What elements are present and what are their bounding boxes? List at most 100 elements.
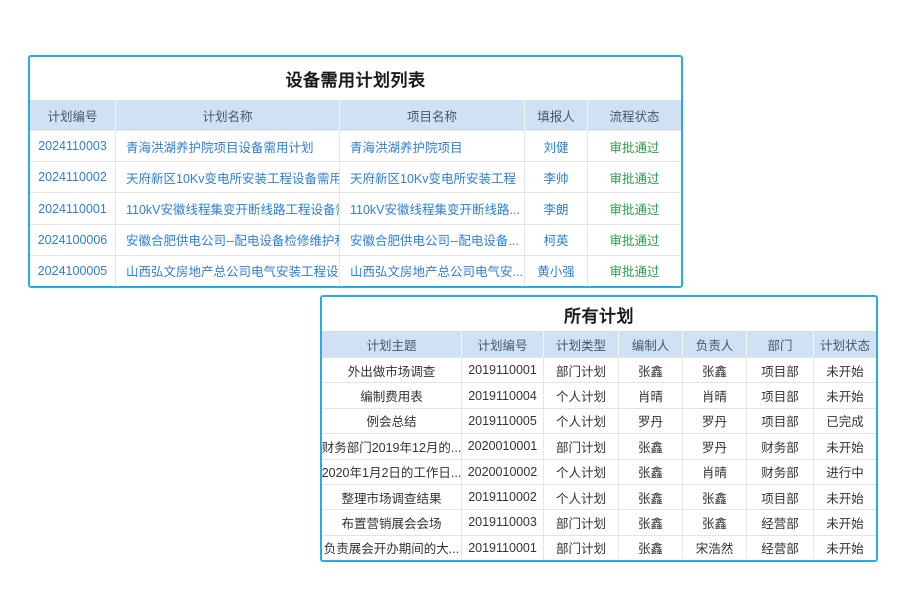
header-plan-id: 计划编号 — [30, 100, 116, 130]
plan-name-link[interactable]: 天府新区10Kv变电所安装工程设备需用... — [116, 162, 340, 193]
plan-type-cell: 部门计划 — [544, 358, 619, 383]
equipment-table-row[interactable]: 2024100005 山西弘文房地产总公司电气安装工程设备... 山西弘文房地产… — [30, 254, 681, 286]
equipment-table-row[interactable]: 2024110001 110kV安徽线程集变开断线路工程设备需... 110kV… — [30, 192, 681, 224]
plan-subject-cell[interactable]: 财务部门2019年12月的... — [322, 434, 462, 459]
equipment-table-row[interactable]: 2024110002 天府新区10Kv变电所安装工程设备需用... 天府新区10… — [30, 161, 681, 193]
all-plans-table-row[interactable]: 负责展会开办期间的大... 2019110001 部门计划 张鑫 宋浩然 经营部… — [322, 534, 876, 560]
plan-status-cell: 进行中 — [826, 466, 864, 481]
equipment-table-row[interactable]: 2024110003 青海洪湖养护院项目设备需用计划 青海洪湖养护院项目 刘健 … — [30, 130, 681, 162]
plan-id-cell: 2019110005 — [462, 408, 544, 434]
flow-status-badge: 审批通过 — [609, 265, 660, 280]
project-name-link[interactable]: 安徽合肥供电公司--配电设备... — [340, 224, 525, 255]
plan-id-cell: 2020010001 — [462, 434, 544, 459]
plan-status-cell: 未开始 — [826, 390, 864, 405]
project-name-link[interactable]: 110kV安徽线程集变开断线路... — [340, 193, 525, 224]
equipment-table-row[interactable]: 2024100006 安徽合肥供电公司--配电设备检修维护和... 安徽合肥供电… — [30, 223, 681, 255]
plan-name-link[interactable]: 青海洪湖养护院项目设备需用计划 — [116, 131, 340, 162]
all-plans-table-header: 计划主题 计划编号 计划类型 编制人 负责人 部门 计划状态 — [322, 331, 876, 357]
department-cell: 经营部 — [747, 510, 814, 535]
plan-id-cell: 2019110004 — [462, 383, 544, 408]
creator-cell: 张鑫 — [619, 459, 683, 484]
all-plans-table-row[interactable]: 编制费用表 2019110004 个人计划 肖晴 肖晴 项目部 未开始 — [322, 382, 876, 408]
creator-cell: 罗丹 — [619, 408, 683, 434]
plan-status-cell: 未开始 — [826, 440, 864, 455]
creator-cell: 张鑫 — [619, 510, 683, 535]
all-plans-table-row[interactable]: 2020年1月2日的工作日... 2020010002 个人计划 张鑫 肖晴 财… — [322, 458, 876, 484]
plan-subject-cell[interactable]: 负责展会开办期间的大... — [322, 535, 462, 560]
header-department: 部门 — [747, 331, 814, 357]
plan-id-link[interactable]: 2024110001 — [30, 193, 116, 224]
plan-status-cell: 已完成 — [826, 415, 864, 430]
plan-id-link[interactable]: 2024110002 — [30, 162, 116, 193]
flow-status-badge: 审批通过 — [609, 140, 660, 155]
creator-cell: 张鑫 — [619, 535, 683, 560]
plan-subject-cell[interactable]: 整理市场调查结果 — [322, 484, 462, 510]
plan-id-cell: 2019110001 — [462, 535, 544, 560]
reporter-cell: 李朗 — [525, 193, 588, 224]
header-plan-type: 计划类型 — [544, 331, 619, 357]
plan-id-link[interactable]: 2024100005 — [30, 255, 116, 286]
plan-type-cell: 个人计划 — [544, 408, 619, 434]
department-cell: 项目部 — [747, 484, 814, 510]
flow-status-badge: 审批通过 — [609, 234, 660, 249]
reporter-cell: 刘健 — [525, 131, 588, 162]
department-cell: 项目部 — [747, 383, 814, 408]
header-flow-status: 流程状态 — [609, 109, 660, 124]
department-cell: 经营部 — [747, 535, 814, 560]
owner-cell: 张鑫 — [683, 484, 747, 510]
plan-name-link[interactable]: 110kV安徽线程集变开断线路工程设备需... — [116, 193, 340, 224]
department-cell: 财务部 — [747, 434, 814, 459]
department-cell: 财务部 — [747, 459, 814, 484]
all-plans-table-body: 外出做市场调查 2019110001 部门计划 张鑫 张鑫 项目部 未开始 编制… — [322, 357, 876, 560]
creator-cell: 张鑫 — [619, 434, 683, 459]
all-plans-table-row[interactable]: 财务部门2019年12月的... 2020010001 部门计划 张鑫 罗丹 财… — [322, 433, 876, 459]
plan-status-cell: 未开始 — [826, 516, 864, 531]
project-name-link[interactable]: 青海洪湖养护院项目 — [340, 131, 525, 162]
creator-cell: 张鑫 — [619, 484, 683, 510]
plan-id-link[interactable]: 2024110003 — [30, 131, 116, 162]
plan-subject-cell[interactable]: 编制费用表 — [322, 383, 462, 408]
owner-cell: 罗丹 — [683, 434, 747, 459]
plan-subject-cell[interactable]: 2020年1月2日的工作日... — [322, 459, 462, 484]
plan-id-cell: 2019110002 — [462, 484, 544, 510]
equipment-table-body: 2024110003 青海洪湖养护院项目设备需用计划 青海洪湖养护院项目 刘健 … — [30, 130, 681, 286]
reporter-cell: 黄小强 — [525, 255, 588, 286]
plan-id-cell: 2019110003 — [462, 510, 544, 535]
plan-id-cell: 2020010002 — [462, 459, 544, 484]
owner-cell: 肖晴 — [683, 383, 747, 408]
creator-cell: 肖晴 — [619, 383, 683, 408]
creator-cell: 张鑫 — [619, 358, 683, 383]
plan-type-cell: 部门计划 — [544, 535, 619, 560]
plan-id-cell: 2019110001 — [462, 358, 544, 383]
header-plan-subject: 计划主题 — [322, 331, 462, 357]
plan-subject-cell[interactable]: 外出做市场调查 — [322, 358, 462, 383]
plan-type-cell: 个人计划 — [544, 383, 619, 408]
project-name-link[interactable]: 山西弘文房地产总公司电气安... — [340, 255, 525, 286]
owner-cell: 张鑫 — [683, 510, 747, 535]
all-plans-table-row[interactable]: 外出做市场调查 2019110001 部门计划 张鑫 张鑫 项目部 未开始 — [322, 357, 876, 383]
plan-status-cell: 未开始 — [826, 491, 864, 506]
plan-name-link[interactable]: 安徽合肥供电公司--配电设备检修维护和... — [116, 224, 340, 255]
plan-type-cell: 部门计划 — [544, 434, 619, 459]
plan-type-cell: 部门计划 — [544, 510, 619, 535]
flow-status-badge: 审批通过 — [609, 171, 660, 186]
header-plan-status: 计划状态 — [819, 338, 870, 353]
plan-name-link[interactable]: 山西弘文房地产总公司电气安装工程设备... — [116, 255, 340, 286]
project-name-link[interactable]: 天府新区10Kv变电所安装工程 — [340, 162, 525, 193]
plan-subject-cell[interactable]: 例会总结 — [322, 408, 462, 434]
all-plans-table-row[interactable]: 例会总结 2019110005 个人计划 罗丹 罗丹 项目部 已完成 — [322, 407, 876, 434]
all-plans-table-row[interactable]: 整理市场调查结果 2019110002 个人计划 张鑫 张鑫 项目部 未开始 — [322, 483, 876, 510]
all-plans-table-row[interactable]: 布置营销展会会场 2019110003 部门计划 张鑫 张鑫 经营部 未开始 — [322, 509, 876, 535]
owner-cell: 罗丹 — [683, 408, 747, 434]
owner-cell: 肖晴 — [683, 459, 747, 484]
plan-type-cell: 个人计划 — [544, 459, 619, 484]
equipment-table-header: 计划编号 计划名称 项目名称 填报人 流程状态 — [30, 100, 681, 130]
department-cell: 项目部 — [747, 358, 814, 383]
owner-cell: 宋浩然 — [683, 535, 747, 560]
plan-status-cell: 未开始 — [826, 542, 864, 557]
flow-status-badge: 审批通过 — [609, 203, 660, 217]
plan-id-link[interactable]: 2024100006 — [30, 224, 116, 255]
plan-subject-cell[interactable]: 布置营销展会会场 — [322, 510, 462, 535]
header-plan-name: 计划名称 — [116, 100, 340, 130]
all-plans-panel-title: 所有计划 — [564, 306, 634, 326]
